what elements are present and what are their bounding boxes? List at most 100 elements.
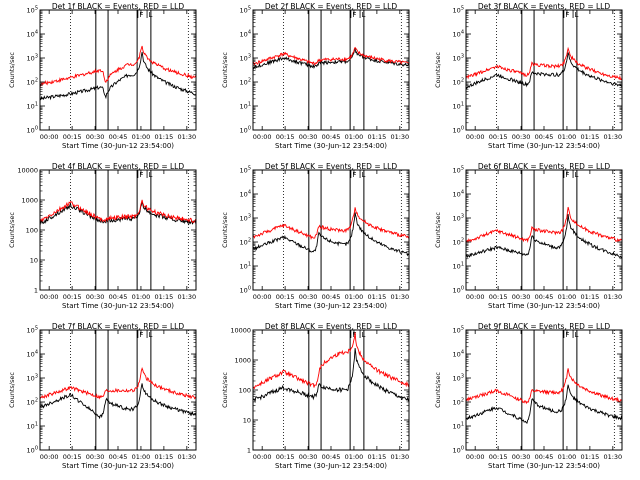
x-tick-label: 00:30 <box>86 293 105 301</box>
plot-frame <box>39 169 197 291</box>
flag-label: L <box>362 11 366 19</box>
flag-label: F <box>352 171 356 179</box>
panel-title: Det 7f BLACK = Events, RED = LLD <box>52 322 185 331</box>
x-tick-label: 01:00 <box>345 133 364 141</box>
y-axis-label: Counts/sec <box>8 212 16 248</box>
flag-label: F <box>565 331 569 339</box>
y-tick-label: 104 <box>240 190 251 199</box>
y-tick-label: 103 <box>453 214 464 223</box>
y-axis-label: Counts/sec <box>221 212 229 248</box>
y-tick-label: 102 <box>453 398 464 407</box>
y-axis-label: Counts/sec <box>8 52 16 88</box>
y-tick-label: 100 <box>27 126 38 135</box>
flag-label: L <box>149 171 153 179</box>
panel-title: Det 5f BLACK = Events, RED = LLD <box>265 162 398 171</box>
panel-title: Det 4f BLACK = Events, RED = LLD <box>52 162 185 171</box>
events-series-line <box>253 348 409 404</box>
x-tick-label: 01:30 <box>177 133 196 141</box>
lld-series-line <box>466 206 622 244</box>
y-tick-label: 105 <box>453 326 464 335</box>
x-axis-label: Start Time (30-Jun-12 23:54:00) <box>488 302 600 310</box>
flag-label: L <box>575 331 579 339</box>
x-tick-label: 01:30 <box>390 293 409 301</box>
x-tick-label: 01:15 <box>368 453 387 461</box>
panel-title: Det 1f BLACK = Events, RED = LLD <box>52 2 185 11</box>
x-axis-label: Start Time (30-Jun-12 23:54:00) <box>62 142 174 150</box>
y-tick-label: 10 <box>243 417 251 425</box>
y-tick-label: 103 <box>27 54 38 63</box>
x-tick-label: 00:00 <box>40 133 59 141</box>
y-tick-label: 105 <box>453 166 464 175</box>
x-tick-label: 00:30 <box>512 453 531 461</box>
flag-label: F <box>565 171 569 179</box>
x-tick-label: 00:00 <box>40 293 59 301</box>
x-tick-label: 01:00 <box>132 453 151 461</box>
events-series-line <box>253 47 409 70</box>
flag-label: F <box>139 171 143 179</box>
y-tick-label: 101 <box>453 102 464 111</box>
x-tick-label: 00:45 <box>535 293 554 301</box>
y-tick-label: 1000 <box>234 357 251 365</box>
x-tick-label: 01:15 <box>155 133 174 141</box>
flag-label: L <box>149 11 153 19</box>
y-tick-label: 100 <box>27 446 38 455</box>
flag-label: L <box>149 331 153 339</box>
x-tick-label: 01:15 <box>368 293 387 301</box>
x-tick-label: 00:30 <box>86 453 105 461</box>
x-tick-label: 01:30 <box>177 453 196 461</box>
plot-frame <box>252 9 410 131</box>
y-tick-label: 10000 <box>17 167 38 175</box>
flag-label: F <box>565 11 569 19</box>
y-axis-label: Counts/sec <box>221 372 229 408</box>
x-tick-label: 00:00 <box>253 293 272 301</box>
x-tick-label: 01:00 <box>132 133 151 141</box>
panel-title: Det 2f BLACK = Events, RED = LLD <box>265 2 398 11</box>
panel-title: Det 6f BLACK = Events, RED = LLD <box>478 162 611 171</box>
y-tick-label: 101 <box>27 422 38 431</box>
x-tick-label: 00:00 <box>40 453 59 461</box>
x-axis-label: Start Time (30-Jun-12 23:54:00) <box>275 142 387 150</box>
panel-title: Det 3f BLACK = Events, RED = LLD <box>478 2 611 11</box>
x-tick-label: 01:00 <box>345 453 364 461</box>
x-tick-label: 00:45 <box>109 293 128 301</box>
panel-title: Det 9f BLACK = Events, RED = LLD <box>478 322 611 331</box>
events-series-line <box>40 201 196 226</box>
lld-series-line <box>466 46 622 81</box>
x-axis-label: Start Time (30-Jun-12 23:54:00) <box>488 462 600 470</box>
y-axis-label: Counts/sec <box>434 212 442 248</box>
x-tick-label: 01:15 <box>155 293 174 301</box>
x-tick-label: 01:15 <box>581 133 600 141</box>
y-tick-label: 102 <box>453 238 464 247</box>
y-tick-label: 102 <box>453 78 464 87</box>
x-tick-label: 00:30 <box>86 133 105 141</box>
panel-title: Det 8f BLACK = Events, RED = LLD <box>265 322 398 331</box>
x-tick-label: 00:15 <box>276 293 295 301</box>
x-axis-label: Start Time (30-Jun-12 23:54:00) <box>275 462 387 470</box>
y-tick-label: 102 <box>27 398 38 407</box>
x-tick-label: 00:15 <box>489 133 508 141</box>
y-tick-label: 101 <box>240 102 251 111</box>
flag-label: F <box>139 11 143 19</box>
plot-frame <box>465 329 623 451</box>
y-tick-label: 103 <box>240 214 251 223</box>
y-tick-label: 105 <box>27 326 38 335</box>
y-tick-label: 10000 <box>230 327 251 335</box>
x-tick-label: 00:15 <box>63 453 82 461</box>
y-tick-label: 105 <box>27 6 38 15</box>
flag-label: L <box>362 331 366 339</box>
y-tick-label: 103 <box>240 54 251 63</box>
y-tick-label: 101 <box>27 102 38 111</box>
y-axis-label: Counts/sec <box>434 372 442 408</box>
y-tick-label: 100 <box>453 126 464 135</box>
x-axis-label: Start Time (30-Jun-12 23:54:00) <box>275 302 387 310</box>
